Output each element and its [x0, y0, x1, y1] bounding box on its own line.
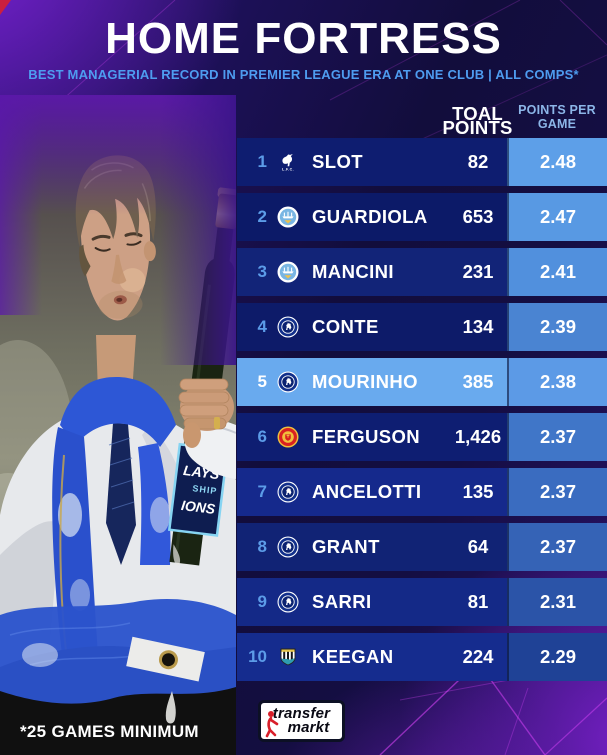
manager-name: ANCELOTTI — [312, 481, 422, 502]
row-main-cell: 5 MOURINHO — [237, 358, 507, 406]
manager-name: GRANT — [312, 536, 380, 557]
total-points-value: 653 — [462, 206, 494, 227]
rank-number: 2 — [257, 207, 267, 226]
table-row: 3 MANCINI 231 2.41 — [237, 248, 607, 296]
total-points-value: 1,426 — [454, 426, 502, 447]
total-points-value: 231 — [462, 261, 494, 282]
manager-name: KEEGAN — [312, 646, 394, 667]
total-points-value: 64 — [467, 536, 489, 557]
transfermarkt-player-icon — [265, 711, 279, 738]
table-rows: 1 L.F.C. SLOT 82 2.48 2 GUARDIOLA 653 2.47 3 MANCI… — [237, 138, 607, 681]
points-per-game-value: 2.47 — [507, 193, 607, 241]
points-per-game-value: 2.48 — [507, 138, 607, 186]
page-title: HOME FORTRESS — [105, 14, 502, 63]
row-main-cell: 8 GRANT — [237, 523, 507, 571]
rank-number: 5 — [257, 372, 267, 391]
points-per-game-value: 2.29 — [507, 633, 607, 681]
manager-name: MOURINHO — [312, 371, 418, 392]
row-main-cell: 10 KEEGAN — [237, 633, 507, 681]
row-main-cell: 3 MANCINI — [237, 248, 507, 296]
table-row: 4 CONTE 134 2.39 — [237, 303, 607, 351]
rank-number: 9 — [257, 592, 267, 611]
points-per-game-value: 2.37 — [507, 523, 607, 571]
table-row: 9 SARRI 81 2.31 — [237, 578, 607, 626]
table-row: 7 ANCELOTTI 135 2.37 — [237, 468, 607, 516]
points-per-game-value: 2.31 — [507, 578, 607, 626]
chelsea-crest — [276, 371, 300, 393]
table-row: 6 FERGUSON 1,426 2.37 — [237, 413, 607, 461]
page-subtitle: BEST MANAGERIAL RECORD IN PREMIER LEAGUE… — [28, 67, 579, 82]
transfermarkt-logo: transfer markt — [258, 700, 345, 742]
man-city-crest — [276, 206, 300, 228]
points-per-game-value: 2.39 — [507, 303, 607, 351]
manager-name: MANCINI — [312, 261, 394, 282]
transfermarkt-logo-line1: transfer — [272, 705, 331, 722]
points-per-game-value: 2.38 — [507, 358, 607, 406]
chelsea-crest — [276, 481, 300, 503]
rank-number: 10 — [248, 647, 267, 666]
total-points-value: 82 — [467, 151, 489, 172]
total-points-value: 224 — [462, 646, 494, 667]
row-main-cell: 2 GUARDIOLA — [237, 193, 507, 241]
row-main-cell: 1 L.F.C. SLOT — [237, 138, 507, 186]
manager-name: GUARDIOLA — [312, 206, 428, 227]
man-utd-crest — [276, 426, 300, 448]
manager-name: SLOT — [312, 151, 363, 172]
chelsea-crest — [276, 316, 300, 338]
row-main-cell: 9 SARRI — [237, 578, 507, 626]
total-points-value: 385 — [462, 371, 494, 392]
rank-number: 1 — [257, 152, 267, 171]
table-row: 2 GUARDIOLA 653 2.47 — [237, 193, 607, 241]
column-header-total-points: TOAL POINTS — [442, 102, 513, 138]
mourinho-champagne-photo: LAYS SHIP IONS — [0, 95, 236, 755]
rank-number: 4 — [257, 317, 267, 336]
points-per-game-value: 2.41 — [507, 248, 607, 296]
rank-number: 3 — [257, 262, 267, 281]
row-main-cell: 6 FERGUSON — [237, 413, 507, 461]
chelsea-crest — [276, 591, 300, 613]
rank-number: 8 — [257, 537, 267, 556]
rank-number: 7 — [257, 482, 267, 501]
column-header-points-per-game: POINTS PER GAME — [518, 103, 596, 131]
chelsea-crest — [276, 536, 300, 558]
table-row: 5 MOURINHO 385 2.38 — [237, 358, 607, 406]
row-main-cell: 7 ANCELOTTI — [237, 468, 507, 516]
newcastle-crest — [276, 646, 300, 668]
total-points-value: 81 — [467, 591, 489, 612]
manager-name: SARRI — [312, 591, 372, 612]
rank-number: 6 — [257, 427, 267, 446]
bottle-label-line-2: SHIP — [192, 483, 218, 496]
table-column-headers: TOAL POINTS POINTS PER GAME — [237, 103, 607, 138]
total-points-value: 134 — [462, 316, 494, 337]
footnote: *25 GAMES MINIMUM — [20, 722, 199, 741]
total-points-value: 135 — [462, 481, 494, 502]
svg-text:L.F.C.: L.F.C. — [282, 168, 294, 172]
table-row: 8 GRANT 64 2.37 — [237, 523, 607, 571]
row-main-cell: 4 CONTE — [237, 303, 507, 351]
ranking-table: TOAL POINTS POINTS PER GAME 1 L.F.C. SLOT 8… — [237, 103, 607, 688]
table-row: 10 KEEGAN 224 2.29 — [237, 633, 607, 681]
transfermarkt-logo-line2: markt — [287, 719, 330, 736]
points-per-game-value: 2.37 — [507, 413, 607, 461]
manager-name: CONTE — [312, 316, 379, 337]
man-city-crest — [276, 261, 300, 283]
manager-name: FERGUSON — [312, 426, 421, 447]
liverpool-crest: L.F.C. — [276, 151, 300, 173]
table-row: 1 L.F.C. SLOT 82 2.48 — [237, 138, 607, 186]
bottle-label-line-3: IONS — [180, 497, 217, 517]
points-per-game-value: 2.37 — [507, 468, 607, 516]
